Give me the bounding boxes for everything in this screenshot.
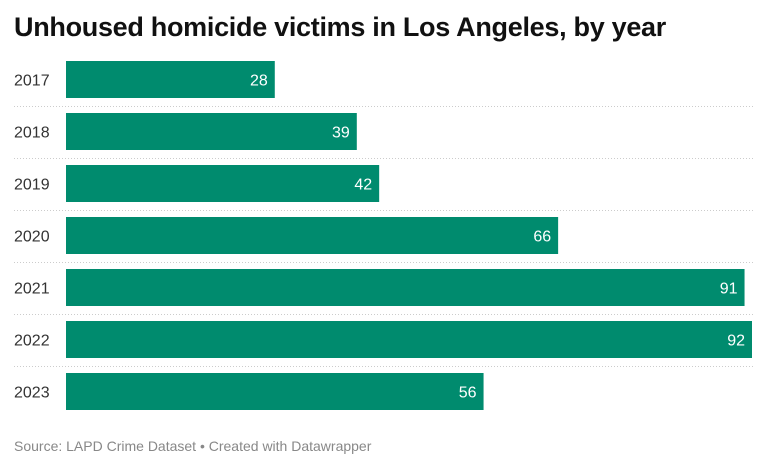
chart-title: Unhoused homicide victims in Los Angeles… — [14, 12, 666, 42]
value-label: 91 — [720, 281, 738, 298]
bar — [66, 217, 559, 254]
bar — [66, 61, 275, 98]
source-note: Source: LAPD Crime Dataset • Created wit… — [14, 438, 372, 454]
bar — [66, 113, 357, 150]
bar — [66, 269, 745, 306]
value-label: 28 — [250, 73, 268, 90]
bar — [66, 373, 484, 410]
category-label: 2021 — [14, 281, 50, 298]
bar-chart: 2017 28 2018 39 2019 42 2020 66 2021 91 2022 92 2023… — [14, 61, 754, 410]
value-label: 92 — [727, 333, 745, 350]
value-label: 56 — [459, 385, 477, 402]
category-label: 2020 — [14, 229, 50, 246]
value-label: 66 — [533, 229, 551, 246]
category-label: 2017 — [14, 73, 50, 90]
category-label: 2023 — [14, 385, 50, 402]
category-label: 2022 — [14, 333, 50, 350]
category-label: 2018 — [14, 125, 50, 142]
value-label: 39 — [332, 125, 350, 142]
value-label: 42 — [354, 177, 372, 194]
bar — [66, 165, 380, 202]
category-label: 2019 — [14, 177, 50, 194]
bar — [66, 321, 752, 358]
